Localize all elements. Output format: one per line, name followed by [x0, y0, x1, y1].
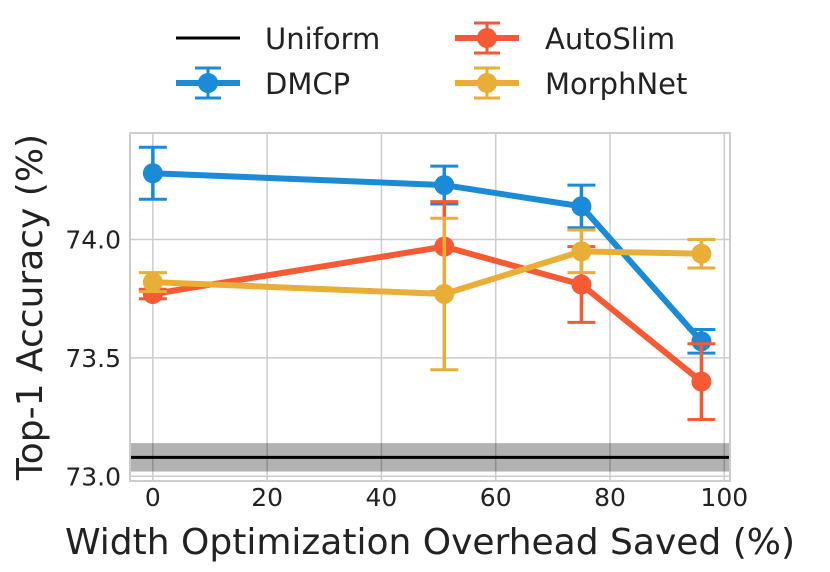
y-axis-title: Top-1 Accuracy (%) [10, 134, 51, 481]
x-tick-labels: 0 20 40 60 80 100 [145, 483, 748, 512]
x-tick-label-3: 60 [480, 483, 512, 512]
y-tick-label-2: 74.0 [65, 226, 121, 255]
legend-marker-autoslim [477, 28, 497, 48]
point-dmcp-2 [571, 196, 592, 217]
series-layer [138, 145, 716, 421]
x-tick-label-2: 40 [366, 483, 398, 512]
uniform-baseline [130, 443, 730, 472]
legend-marker-morphnet [477, 73, 497, 93]
point-morphnet-2 [571, 241, 592, 262]
x-tick-label-0: 0 [145, 483, 161, 512]
legend-marker-dmcp [198, 73, 218, 93]
legend-label-autoslim: AutoSlim [545, 22, 675, 56]
series-line-morphnet [152, 248, 702, 297]
series-morphnet [138, 216, 716, 372]
x-tick-label-4: 80 [594, 483, 626, 512]
series-line-autoslim [152, 243, 704, 384]
legend: Uniform DMCP AutoSlim MorphNet [176, 21, 687, 101]
point-dmcp-1 [434, 175, 455, 196]
x-tick-label-5: 100 [700, 483, 748, 512]
point-morphnet-1 [434, 283, 455, 304]
point-dmcp-0 [142, 163, 163, 184]
point-autoslim-2 [571, 274, 592, 295]
legend-item-dmcp: DMCP [176, 66, 350, 101]
series-line-dmcp [152, 170, 704, 344]
legend-item-uniform: Uniform [176, 22, 380, 56]
point-morphnet-3 [691, 243, 712, 264]
legend-item-morphnet: MorphNet [455, 66, 687, 101]
y-tick-label-0: 73.0 [65, 462, 121, 491]
legend-label-morphnet: MorphNet [545, 67, 687, 101]
legend-label-uniform: Uniform [265, 22, 380, 56]
y-tick-label-1: 73.5 [65, 344, 121, 373]
legend-label-dmcp: DMCP [265, 67, 350, 101]
point-autoslim-3 [691, 371, 712, 392]
point-dmcp-3 [691, 331, 712, 352]
point-morphnet-0 [142, 272, 163, 293]
series-dmcp [138, 145, 716, 355]
x-tick-label-1: 20 [251, 483, 283, 512]
legend-item-autoslim: AutoSlim [455, 21, 675, 56]
x-axis-title: Width Optimization Overhead Saved (%) [65, 522, 795, 563]
plot-frame [129, 132, 731, 482]
y-tick-labels: 73.0 73.5 74.0 [65, 226, 121, 492]
